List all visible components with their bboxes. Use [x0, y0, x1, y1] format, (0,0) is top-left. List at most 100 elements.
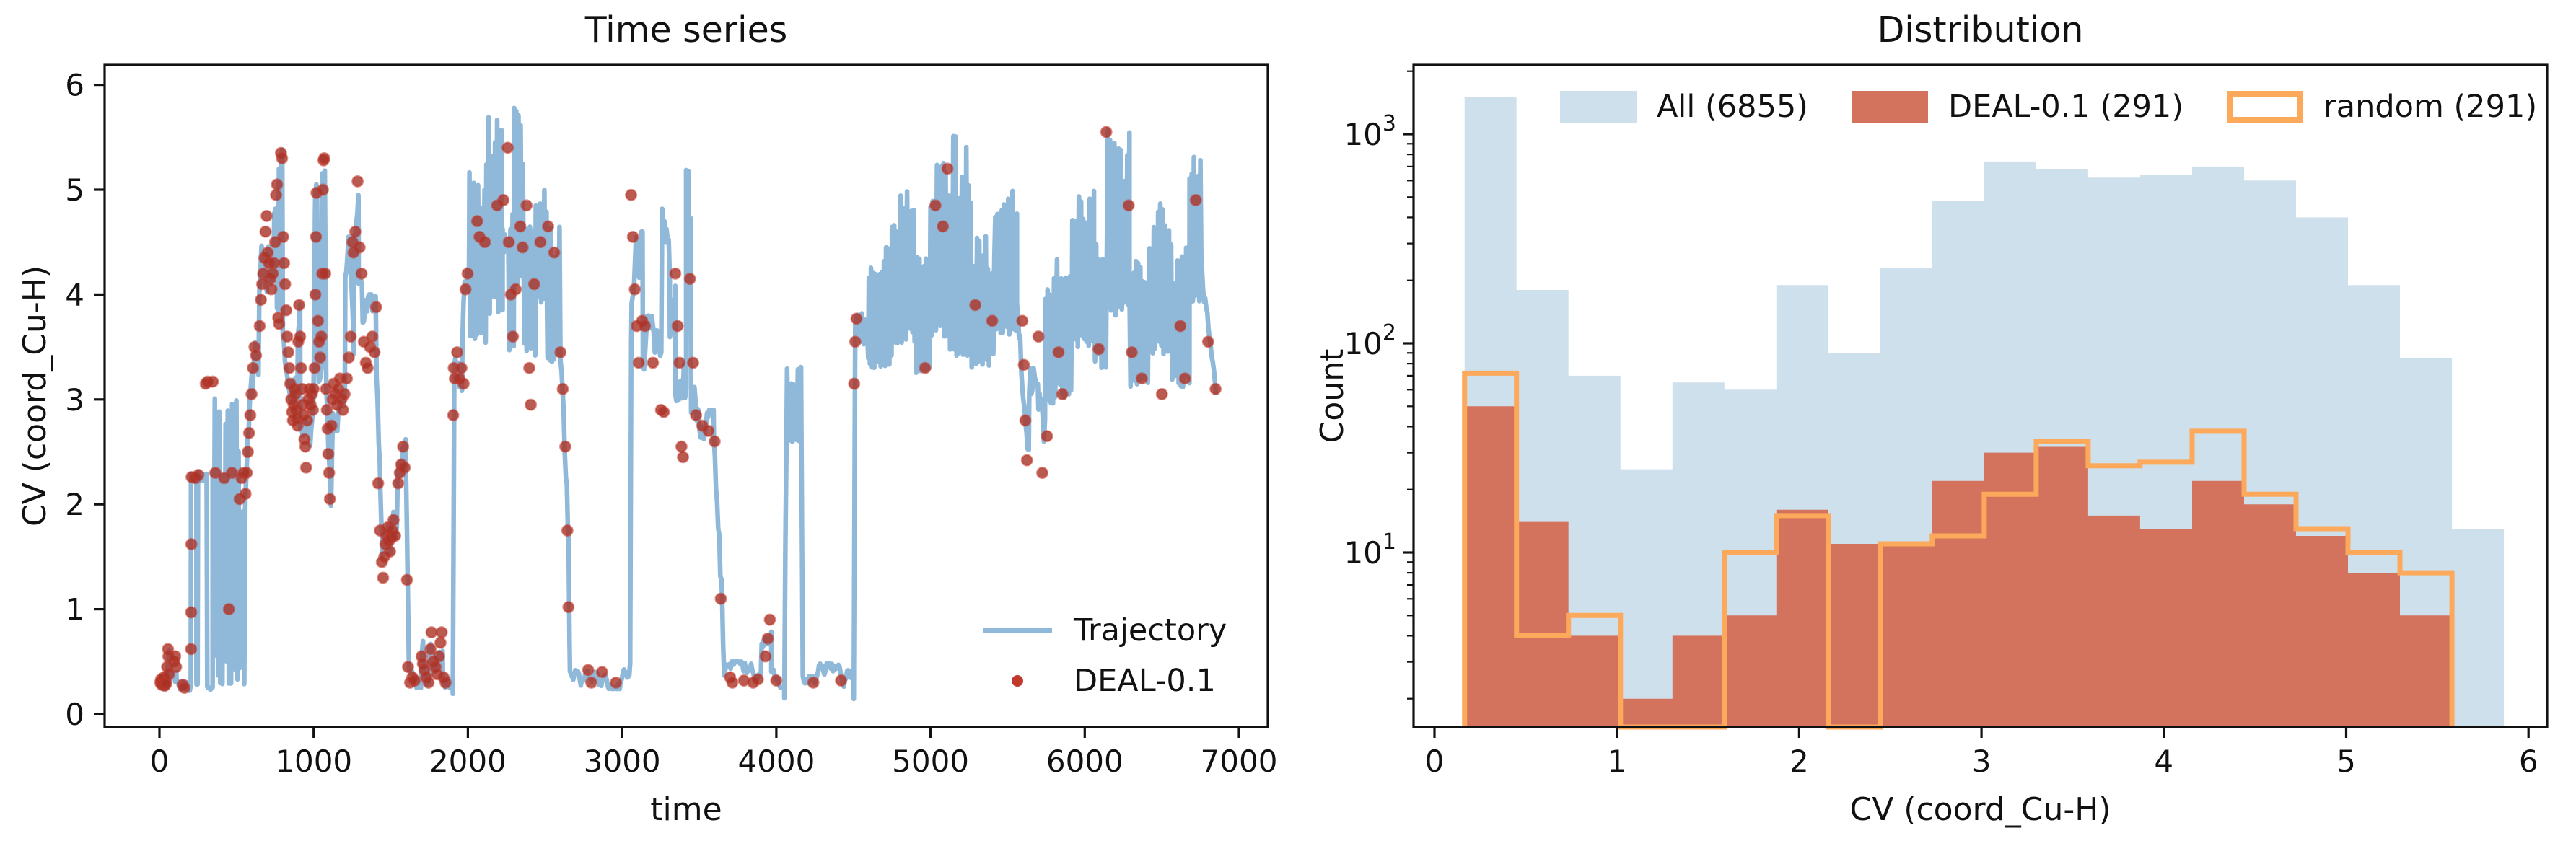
left-axes-frame: [103, 63, 1269, 728]
deal-scatter-point: [325, 419, 338, 432]
deal-scatter-point: [244, 409, 257, 422]
deal-scatter-point: [342, 351, 355, 364]
deal-scatter-point: [402, 661, 414, 674]
deal-scatter-point: [835, 674, 848, 687]
deal-scatter-point: [280, 304, 293, 317]
y-tick-label: 1: [65, 592, 84, 628]
deal-scatter-point: [276, 230, 289, 243]
all-hist-swatch: [1560, 91, 1637, 123]
deal-scatter-point: [849, 335, 862, 348]
deal-scatter-point: [291, 419, 304, 432]
legend-item-all: All (6855): [1560, 88, 1808, 126]
deal-scatter-point: [282, 345, 294, 358]
legend-item-random: random (291): [2227, 88, 2537, 126]
deal-scatter-point: [240, 467, 253, 480]
deal-scatter-point: [628, 283, 641, 296]
deal-scatter-point: [751, 673, 764, 686]
deal-scatter-point: [222, 603, 235, 616]
deal-scatter-point: [369, 301, 382, 314]
deal-scatter-point: [562, 601, 575, 614]
deal-scatter-point: [425, 626, 438, 639]
deal-scatter-point: [366, 330, 379, 343]
x-tick-label: 4000: [737, 744, 815, 779]
y-tick-label: 4: [65, 277, 84, 312]
deal-scatter-point: [283, 361, 296, 374]
x-tick-label: 1000: [275, 744, 352, 779]
deal-scatter-point: [969, 299, 982, 312]
deal-scatter-point: [1126, 345, 1138, 358]
deal-scatter-point: [424, 643, 437, 656]
deal-dot-swatch: [1012, 675, 1023, 687]
deal-scatter-point: [355, 267, 368, 280]
deal-scatter-point: [362, 361, 374, 374]
deal-scatter-point: [368, 345, 381, 358]
x-tick-label: 5000: [892, 744, 969, 779]
deal-scatter-point: [349, 225, 362, 238]
deal-scatter-point: [675, 440, 688, 453]
deal-scatter-point: [451, 345, 463, 358]
x-tick-label: 3: [1972, 744, 1992, 779]
deal-scatter-point: [317, 183, 329, 196]
left-plot-title: Time series: [584, 9, 788, 50]
deal-scatter-point: [268, 257, 281, 270]
x-tick-label: 0: [150, 744, 170, 779]
legend-label-random: random (291): [2323, 88, 2538, 125]
left-x-axis-label: time: [650, 791, 722, 828]
deal-scatter-point: [185, 606, 198, 619]
deal-scatter-point: [307, 403, 320, 416]
deal-scatter-point: [273, 317, 286, 330]
legend-item-deal: DEAL-0.1: [983, 662, 1227, 700]
deal-scatter-point: [1041, 430, 1053, 443]
deal-scatter-point: [1189, 194, 1202, 206]
deal-scatter-point: [520, 199, 533, 212]
deal-scatter-point: [1155, 388, 1168, 400]
deal-scatter-point: [242, 426, 255, 439]
deal-scatter-point: [315, 330, 328, 343]
deal-scatter-point: [1174, 320, 1187, 333]
deal-scatter-point: [320, 403, 333, 416]
y-tick-label: 102: [1344, 320, 1396, 361]
deal-scatter-point: [1020, 454, 1033, 467]
deal-scatter-point: [338, 388, 351, 400]
deal-scatter-point: [708, 435, 721, 448]
x-tick-label: 5: [2336, 744, 2356, 779]
legend-label-deal: DEAL-0.1: [1074, 662, 1216, 699]
deal-scatter-point: [763, 613, 776, 626]
deal-scatter-point: [242, 446, 254, 458]
deal-scatter-point: [516, 241, 529, 254]
deal-scatter-point: [770, 674, 783, 687]
deal-scatter-point: [850, 312, 863, 325]
deal-scatter-point: [309, 288, 322, 301]
deal-scatter-point: [919, 361, 932, 374]
y-tick-label: 0: [65, 697, 84, 732]
deal-scatter-point: [726, 676, 739, 689]
legend-label-trajectory: Trajectory: [1074, 612, 1227, 648]
deal-scatter-point: [1036, 467, 1048, 480]
deal-scatter-point: [1056, 388, 1069, 400]
deal-scatter-point: [341, 372, 354, 385]
deal-scatter-point: [434, 636, 447, 649]
deal-scatter-point: [459, 283, 472, 296]
deal-scatter-point: [1092, 343, 1105, 356]
deal-scatter-point: [807, 676, 820, 689]
deal-scatter-point: [657, 405, 670, 418]
deal-scatter-point: [387, 514, 400, 527]
deal-scatter-point: [247, 361, 259, 374]
deal-scatter-point: [687, 356, 699, 369]
left-legend: Trajectory DEAL-0.1: [983, 612, 1227, 700]
deal-scatter-point: [398, 461, 411, 474]
deal-scatter-point: [372, 477, 385, 490]
deal-scatter-point: [255, 294, 268, 307]
x-tick-label: 4: [2154, 744, 2173, 779]
deal-scatter-point: [253, 320, 266, 333]
trajectory-line-swatch: [983, 628, 1052, 633]
right-axis-ticks: 0 1 2 3 4 5 6 101 102 103: [1344, 70, 2538, 779]
right-legend: All (6855) DEAL-0.1 (291) random (291): [1560, 88, 2537, 126]
deal-scatter-point: [542, 220, 555, 233]
deal-scatter-point: [986, 314, 999, 327]
deal-scatter-point: [497, 194, 510, 206]
deal-scatter-point: [941, 162, 954, 175]
deal-scatter-point: [1209, 382, 1222, 395]
